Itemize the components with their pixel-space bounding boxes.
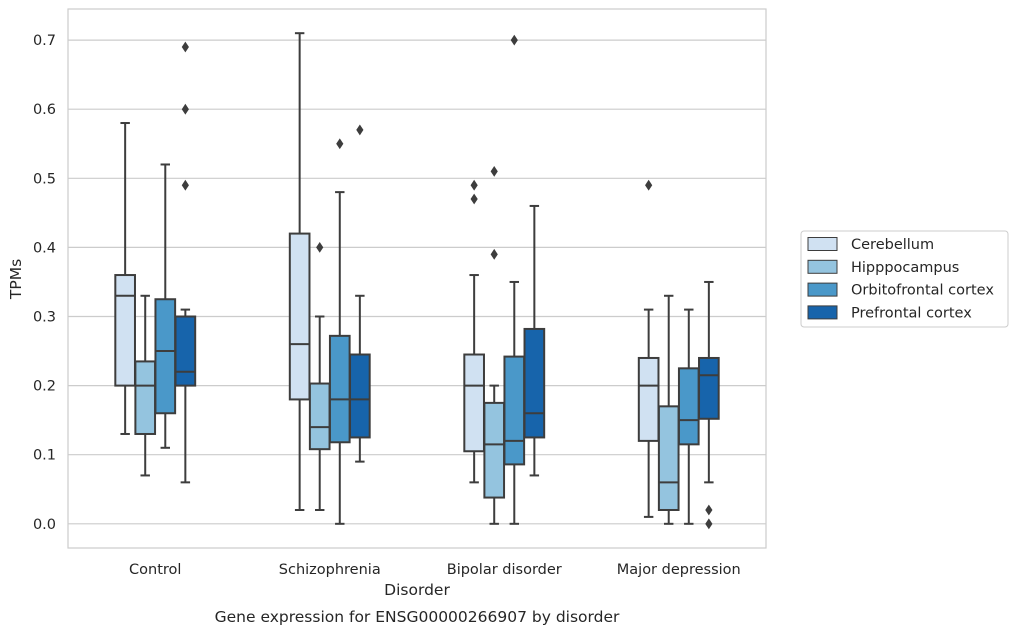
box-body (350, 355, 370, 438)
legend-label: Prefrontal cortex (851, 305, 972, 321)
legend-label: Cerebellum (851, 237, 934, 253)
box-body (310, 384, 330, 450)
legend-swatch (808, 306, 837, 319)
legend-label: Hipppocampus (851, 260, 959, 276)
x-tick-label: Major depression (617, 562, 741, 578)
box-plot-chart: 0.0 0.1 0.2 0.3 0.4 0.5 0.6 0.7 Control Schizoph… (0, 0, 1018, 634)
y-tick-label: 0.0 (33, 517, 56, 533)
x-tick-label: Schizophrenia (279, 562, 381, 578)
box-body (176, 317, 196, 386)
y-tick-label: 0.4 (33, 240, 56, 256)
y-tick-label: 0.3 (33, 310, 56, 326)
box-body (679, 368, 699, 444)
box-body (155, 299, 175, 413)
legend: Cerebellum Hipppocampus Orbitofrontal cort… (801, 231, 1008, 327)
y-tick-label: 0.6 (33, 102, 56, 118)
box-body (290, 234, 310, 400)
box-body (659, 406, 679, 510)
y-tick-label: 0.2 (33, 379, 56, 395)
y-tick-label: 0.5 (33, 171, 56, 187)
box-body (464, 355, 484, 452)
legend-swatch (808, 260, 837, 273)
y-tick-label: 0.1 (33, 448, 56, 464)
box-body (330, 336, 350, 442)
legend-swatch (808, 238, 837, 251)
box-body (639, 358, 659, 441)
legend-swatch (808, 283, 837, 296)
x-axis-label: Disorder (384, 581, 450, 599)
box-body (504, 357, 524, 465)
box-body (699, 358, 719, 419)
box-body (135, 361, 155, 434)
chart-caption: Gene expression for ENSG00000266907 by d… (215, 608, 620, 626)
legend-label: Orbitofrontal cortex (851, 283, 994, 299)
box-body (525, 329, 545, 437)
y-tick-label: 0.7 (33, 33, 56, 49)
box-body (484, 403, 504, 498)
x-tick-label: Bipolar disorder (447, 562, 562, 578)
y-axis-label: TPMs (7, 259, 25, 300)
box-body (115, 275, 135, 386)
x-tick-label: Control (129, 562, 181, 578)
